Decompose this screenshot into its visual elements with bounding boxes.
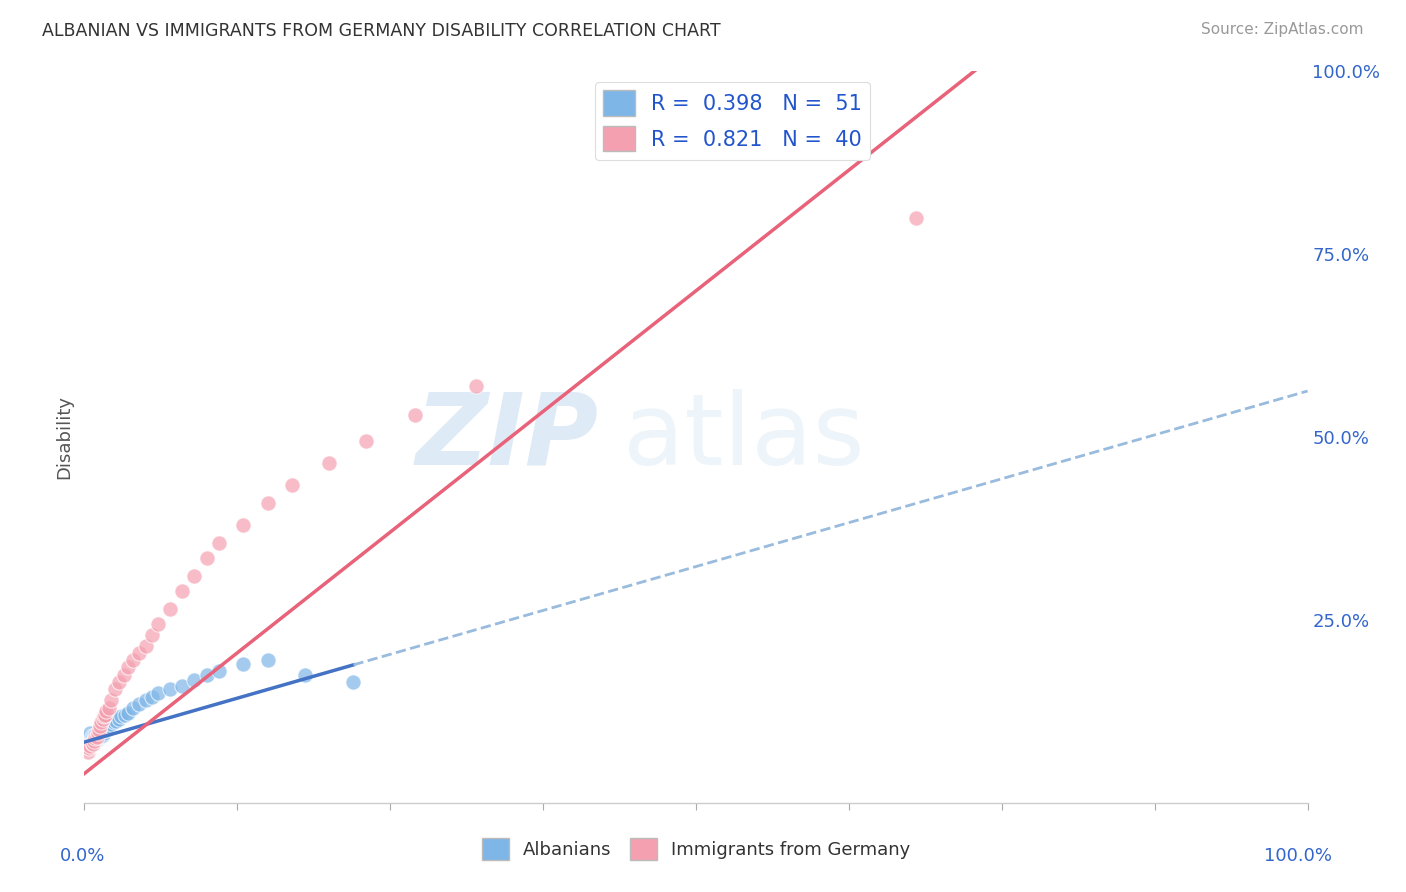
Y-axis label: Disability: Disability	[55, 395, 73, 479]
Point	[159, 682, 181, 697]
Point	[91, 724, 114, 739]
Point	[96, 723, 118, 737]
Point	[87, 723, 110, 737]
Point	[103, 715, 125, 730]
Point	[195, 667, 218, 681]
Point	[141, 627, 163, 641]
Point	[146, 686, 169, 700]
Text: ALBANIAN VS IMMIGRANTS FROM GERMANY DISABILITY CORRELATION CHART: ALBANIAN VS IMMIGRANTS FROM GERMANY DISA…	[42, 22, 721, 40]
Point	[90, 724, 112, 739]
Point	[232, 657, 254, 671]
Text: Source: ZipAtlas.com: Source: ZipAtlas.com	[1201, 22, 1364, 37]
Point	[404, 408, 426, 422]
Point	[464, 379, 486, 393]
Point	[195, 550, 218, 565]
Point	[232, 517, 254, 532]
Point	[93, 709, 115, 723]
Point	[79, 726, 101, 740]
Point	[117, 660, 139, 674]
Point	[97, 700, 120, 714]
Point	[135, 693, 157, 707]
Point	[87, 731, 110, 745]
Point	[100, 716, 122, 731]
Point	[183, 673, 205, 687]
Point	[110, 709, 132, 723]
Point	[84, 728, 107, 742]
Point	[294, 667, 316, 681]
Point	[146, 616, 169, 631]
Point	[105, 714, 128, 728]
Point	[122, 700, 145, 714]
Point	[79, 739, 101, 753]
Point	[257, 496, 280, 510]
Point	[83, 735, 105, 749]
Point	[905, 211, 928, 225]
Text: 0.0%: 0.0%	[60, 847, 105, 864]
Point	[83, 733, 105, 747]
Point	[208, 664, 231, 678]
Point	[80, 736, 103, 750]
Point	[89, 727, 111, 741]
Point	[89, 730, 111, 744]
Point	[87, 729, 110, 743]
Point	[82, 730, 104, 744]
Point	[82, 737, 104, 751]
Point	[77, 740, 100, 755]
Point	[112, 667, 135, 681]
Point	[96, 705, 118, 719]
Point	[342, 675, 364, 690]
Point	[77, 730, 100, 744]
Point	[141, 690, 163, 704]
Point	[86, 732, 108, 747]
Point	[318, 456, 340, 470]
Point	[172, 583, 194, 598]
Point	[135, 639, 157, 653]
Point	[86, 730, 108, 744]
Point	[87, 727, 110, 741]
Point	[107, 712, 129, 726]
Point	[83, 732, 105, 747]
Point	[100, 693, 122, 707]
Point	[91, 728, 114, 742]
Point	[117, 706, 139, 720]
Point	[86, 729, 108, 743]
Point	[128, 646, 150, 660]
Point	[208, 536, 231, 550]
Legend: Albanians, Immigrants from Germany: Albanians, Immigrants from Germany	[474, 830, 918, 867]
Point	[93, 726, 115, 740]
Point	[77, 733, 100, 747]
Point	[159, 602, 181, 616]
Point	[94, 708, 117, 723]
Point	[107, 675, 129, 690]
Point	[79, 737, 101, 751]
Point	[77, 745, 100, 759]
Point	[90, 715, 112, 730]
Point	[257, 653, 280, 667]
Point	[86, 731, 108, 746]
Point	[87, 725, 110, 739]
Text: 100.0%: 100.0%	[1264, 847, 1331, 864]
Point	[97, 719, 120, 733]
Point	[97, 721, 120, 735]
Point	[183, 569, 205, 583]
Point	[128, 697, 150, 711]
Point	[84, 730, 107, 744]
Point	[90, 729, 112, 743]
Point	[172, 679, 194, 693]
Point	[89, 719, 111, 733]
Point	[122, 653, 145, 667]
Point	[114, 708, 136, 723]
Point	[80, 729, 103, 743]
Point	[94, 723, 117, 738]
Point	[82, 733, 104, 747]
Text: atlas: atlas	[623, 389, 865, 485]
Point	[87, 726, 110, 740]
Text: ZIP: ZIP	[415, 389, 598, 485]
Point	[84, 731, 107, 746]
Point	[354, 434, 377, 448]
Point	[80, 731, 103, 746]
Point	[104, 682, 127, 697]
Point	[91, 712, 114, 726]
Point	[281, 477, 304, 491]
